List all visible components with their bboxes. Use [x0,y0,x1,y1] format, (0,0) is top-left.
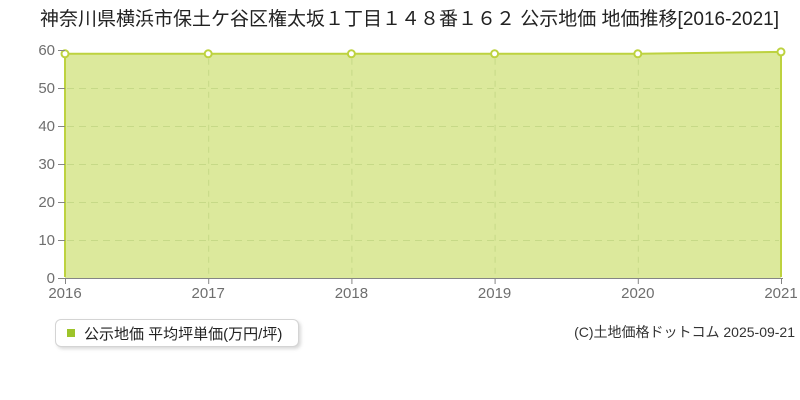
legend-series-label: 公示地価 平均坪単価(万円/坪) [84,325,283,343]
data-point-2018 [346,49,356,59]
y-tick-label: 50 [38,80,55,97]
x-tick-label: 2016 [48,285,81,302]
data-point-2020 [633,49,643,59]
x-tick-label: 2020 [621,285,654,302]
data-point-2021 [776,47,786,57]
y-tick-label: 60 [38,42,55,59]
data-point-2017 [203,49,213,59]
axes [58,50,783,284]
data-point-2019 [490,49,500,59]
data-point-2016 [60,49,70,59]
axis-tick-labels: 2016 2017 2018 2019 2020 2021 0 10 20 30 40 50 60 [38,42,797,302]
y-tick-label: 10 [38,232,55,249]
gridlines [67,58,779,276]
legend-series-swatch-icon [67,329,75,337]
y-tick-label: 30 [38,156,55,173]
x-tick-label: 2017 [192,285,225,302]
series-area [65,51,781,279]
x-tick-label: 2021 [764,285,797,302]
y-tick-label: 0 [47,270,55,287]
x-tick-label: 2019 [478,285,511,302]
x-tick-label: 2018 [335,285,368,302]
y-tick-label: 20 [38,194,55,211]
y-tick-label: 40 [38,118,55,135]
copyright-text: (C)土地価格ドットコム 2025-09-21 [574,324,795,340]
legend: 公示地価 平均坪単価(万円/坪) [55,319,300,347]
chart-title: 神奈川県横浜市保土ケ谷区権太坂１丁目１４８番１６２ 公示地価 地価推移[2016… [40,9,779,30]
